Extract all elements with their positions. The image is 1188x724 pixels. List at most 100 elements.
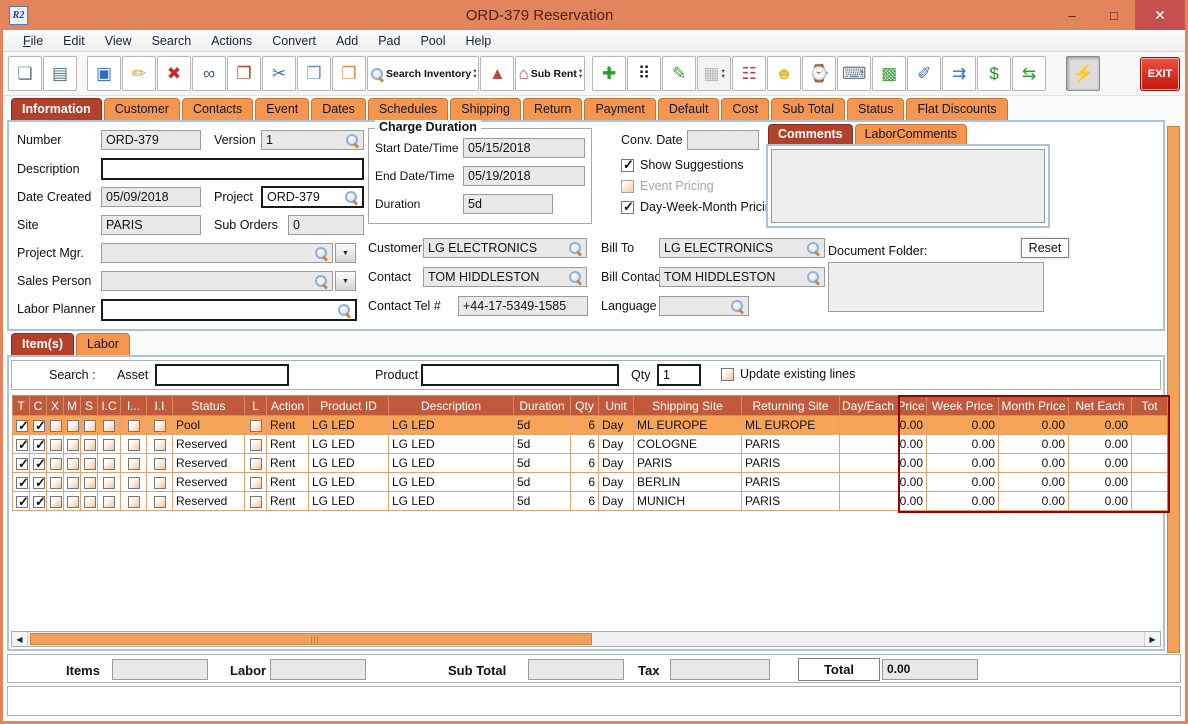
- form-edit-button[interactable]: ✐: [907, 56, 942, 91]
- search-icon[interactable]: [314, 246, 328, 260]
- cell-checkbox-x[interactable]: [50, 476, 62, 489]
- cell-checkbox-m[interactable]: [67, 495, 79, 508]
- blocks-button[interactable]: ▩: [872, 56, 907, 91]
- search-icon[interactable]: [568, 241, 582, 255]
- show-suggestions-checkbox[interactable]: [621, 157, 634, 173]
- column-header-product_id[interactable]: Product ID: [308, 395, 389, 416]
- labor-planner-field[interactable]: [101, 299, 357, 321]
- cell-checkbox-l[interactable]: [249, 419, 262, 432]
- menu-pool[interactable]: Pool: [420, 33, 446, 48]
- tab-event[interactable]: Event: [255, 98, 310, 120]
- column-header-returning_site[interactable]: Returning Site: [741, 395, 840, 416]
- cell-checkbox-l[interactable]: [249, 495, 262, 508]
- chevron-down-icon[interactable]: ▾ ▾: [578, 67, 583, 80]
- tab-customer[interactable]: Customer: [103, 98, 180, 120]
- cell-checkbox-idot[interactable]: [127, 419, 140, 432]
- tab-items[interactable]: Item(s): [11, 333, 74, 355]
- project-mgr-field[interactable]: [101, 243, 333, 263]
- tab-labor[interactable]: Labor: [75, 333, 130, 355]
- cell-checkbox-x[interactable]: [50, 457, 62, 470]
- search-icon[interactable]: [337, 303, 351, 317]
- show-suggestions-option[interactable]: Show Suggestions: [621, 157, 744, 173]
- search-icon[interactable]: [730, 299, 744, 313]
- sales-person-field[interactable]: [101, 271, 333, 291]
- scroll-right-arrow[interactable]: ▶: [1144, 632, 1160, 646]
- cut-button[interactable]: ✂: [262, 56, 296, 91]
- menu-pad[interactable]: Pad: [378, 33, 401, 48]
- cell-checkbox-ii[interactable]: [153, 457, 166, 470]
- cell-checkbox-m[interactable]: [67, 457, 79, 470]
- quick-launch-button[interactable]: ⚡: [1066, 56, 1101, 91]
- tab-default[interactable]: Default: [657, 98, 720, 120]
- tab-sub-total[interactable]: Sub Total: [771, 98, 846, 120]
- cell-checkbox-m[interactable]: [67, 438, 79, 451]
- language-field[interactable]: [659, 296, 749, 316]
- column-header-qty[interactable]: Qty: [570, 395, 599, 416]
- search-icon[interactable]: [806, 241, 820, 255]
- print-button[interactable]: ▤: [43, 56, 77, 91]
- tab-dates[interactable]: Dates: [311, 98, 366, 120]
- send-dollar-button[interactable]: ⇉: [942, 56, 977, 91]
- tab-labor-comments[interactable]: LaborComments: [854, 124, 967, 144]
- add-line-button[interactable]: ✚: [592, 56, 627, 91]
- column-header-x[interactable]: X: [46, 395, 64, 416]
- column-header-ii[interactable]: I.I: [146, 395, 173, 416]
- chevron-down-icon[interactable]: ▾ ▾: [473, 67, 477, 80]
- new-document-button[interactable]: ❏: [8, 56, 42, 91]
- search-icon[interactable]: [344, 190, 358, 204]
- cell-checkbox-s[interactable]: [84, 457, 96, 470]
- copy-to-order-button[interactable]: ❐: [227, 56, 261, 91]
- delete-button[interactable]: ✖: [157, 56, 191, 91]
- comments-field[interactable]: [771, 149, 1045, 223]
- column-header-net_each[interactable]: Net Each: [1068, 395, 1132, 416]
- cell-checkbox-idot[interactable]: [127, 457, 140, 470]
- tab-return[interactable]: Return: [522, 98, 583, 120]
- cell-checkbox-ic[interactable]: [103, 438, 115, 451]
- cell-checkbox-t[interactable]: [16, 456, 29, 472]
- minimize-button[interactable]: –: [1068, 7, 1076, 23]
- cell-checkbox-x[interactable]: [50, 438, 62, 451]
- notes-button[interactable]: ✎: [662, 56, 697, 91]
- cell-checkbox-c[interactable]: [33, 456, 46, 472]
- cell-checkbox-idot[interactable]: [127, 495, 140, 508]
- search-icon[interactable]: [314, 274, 328, 288]
- menu-search[interactable]: Search: [151, 33, 192, 48]
- column-header-unit[interactable]: Unit: [598, 395, 634, 416]
- save-button[interactable]: ▣: [87, 56, 121, 91]
- cell-checkbox-x[interactable]: [50, 495, 62, 508]
- column-header-month_price[interactable]: Month Price: [998, 395, 1069, 416]
- tab-comments[interactable]: Comments: [768, 124, 853, 144]
- day-week-month-pricing-checkbox[interactable]: [621, 199, 634, 215]
- project-field[interactable]: ORD-379: [261, 186, 364, 208]
- reset-button[interactable]: Reset: [1021, 238, 1069, 258]
- cell-checkbox-s[interactable]: [84, 476, 96, 489]
- edit-button[interactable]: ✏: [122, 56, 156, 91]
- cell-checkbox-ii[interactable]: [153, 476, 166, 489]
- tab-schedules[interactable]: Schedules: [367, 98, 449, 120]
- column-header-ic[interactable]: I.C: [97, 395, 121, 416]
- tab-payment[interactable]: Payment: [584, 98, 656, 120]
- column-header-total[interactable]: Tot: [1131, 395, 1168, 416]
- sub-rent-button[interactable]: ⌂ Sub Rent ▾ ▾: [515, 56, 586, 91]
- cell-checkbox-l[interactable]: [249, 457, 262, 470]
- column-header-s[interactable]: S: [80, 395, 98, 416]
- column-header-day_each_price[interactable]: Day/Each Price: [839, 395, 927, 416]
- column-header-shipping_site[interactable]: Shipping Site: [633, 395, 742, 416]
- menu-file[interactable]: File: [23, 33, 44, 48]
- sales-person-dropdown-button[interactable]: ▼: [335, 271, 356, 291]
- cell-checkbox-s[interactable]: [84, 438, 96, 451]
- cell-checkbox-t[interactable]: [16, 437, 29, 453]
- tab-status[interactable]: Status: [847, 98, 905, 120]
- menu-view[interactable]: View: [104, 33, 132, 48]
- menu-actions[interactable]: Actions: [211, 33, 253, 48]
- cell-checkbox-l[interactable]: [249, 438, 262, 451]
- find-binoculars-button[interactable]: ∞: [192, 56, 226, 91]
- search-icon[interactable]: [806, 270, 820, 284]
- column-header-duration[interactable]: Duration: [513, 395, 571, 416]
- customer-field[interactable]: LG ELECTRONICS: [423, 238, 587, 258]
- bill-to-field[interactable]: LG ELECTRONICS: [659, 238, 825, 258]
- scroll-thumb[interactable]: [30, 633, 592, 645]
- cell-checkbox-c[interactable]: [33, 475, 46, 491]
